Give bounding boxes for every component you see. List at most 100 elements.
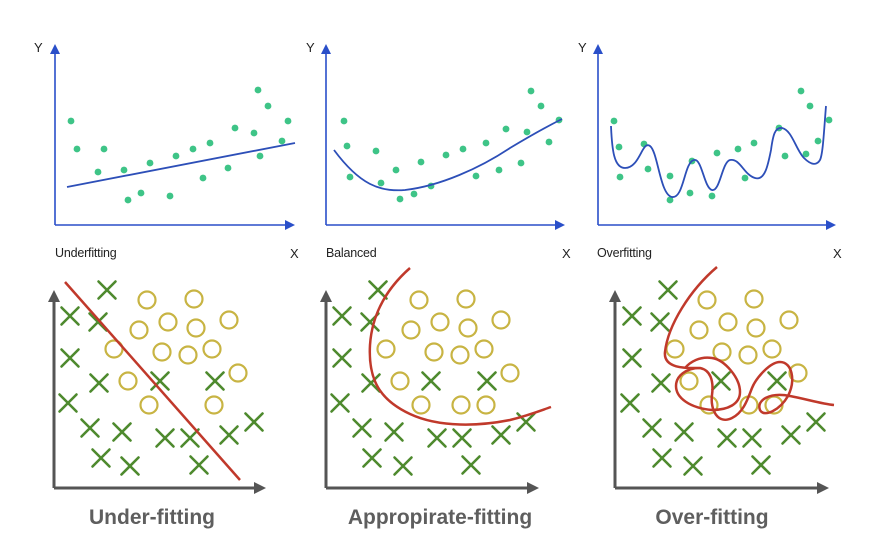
cross-marker [781, 425, 801, 445]
x-axis-label: X [290, 246, 299, 261]
class-markers [330, 280, 536, 476]
circle-marker [699, 395, 719, 415]
data-point [377, 179, 385, 187]
circle-marker [762, 339, 782, 359]
cross-marker [622, 306, 642, 326]
data-point [686, 189, 694, 197]
circle-marker [184, 289, 204, 309]
data-point [166, 192, 174, 200]
data-point [278, 137, 286, 145]
cross-marker [361, 373, 381, 393]
cross-marker [244, 412, 264, 432]
data-point [666, 196, 674, 204]
panel-label: Balanced [326, 246, 377, 260]
data-point [459, 145, 467, 153]
data-point [802, 150, 810, 158]
circle-marker [689, 320, 709, 340]
cross-marker [368, 280, 388, 300]
data-point [537, 102, 545, 110]
cross-marker [452, 428, 472, 448]
decision-boundary [368, 267, 552, 426]
caption: Under-fitting [89, 506, 215, 529]
cross-marker [155, 428, 175, 448]
data-point [610, 117, 618, 125]
cross-marker [651, 373, 671, 393]
circle-marker [788, 363, 808, 383]
data-point [410, 190, 418, 198]
cross-marker [620, 393, 640, 413]
circle-marker [401, 320, 421, 340]
class-markers [58, 280, 264, 476]
data-point [734, 145, 742, 153]
top-panel-balanced: Y X Balanced [306, 40, 571, 261]
cross-marker [461, 455, 481, 475]
data-point [120, 166, 128, 174]
y-axis-label: Y [306, 40, 315, 55]
cross-marker [80, 418, 100, 438]
circle-marker [476, 395, 496, 415]
data-point [67, 117, 75, 125]
circle-marker [458, 318, 478, 338]
circle-marker [219, 310, 239, 330]
panel-label: Overfitting [597, 246, 652, 260]
data-point [545, 138, 553, 146]
fit-line [66, 142, 296, 188]
class-markers [620, 280, 826, 476]
circle-marker [456, 289, 476, 309]
circle-marker [712, 342, 732, 362]
data-point [527, 87, 535, 95]
data-point [124, 196, 132, 204]
data-point [346, 173, 354, 181]
data-point [343, 142, 351, 150]
cross-marker [421, 371, 441, 391]
data-point [750, 139, 758, 147]
data-point [146, 159, 154, 167]
data-point [708, 192, 716, 200]
cross-marker [652, 448, 672, 468]
fit-curve [333, 118, 563, 192]
circle-marker [491, 310, 511, 330]
circle-marker [500, 363, 520, 383]
panel-label: Underfitting [55, 246, 117, 260]
circle-marker [139, 395, 159, 415]
cross-marker [711, 371, 731, 391]
circle-marker [718, 312, 738, 332]
data-points [610, 87, 833, 204]
cross-marker [742, 428, 762, 448]
circle-marker [204, 395, 224, 415]
cross-marker [393, 456, 413, 476]
circle-marker [118, 371, 138, 391]
caption: Appropirate-fitting [348, 506, 532, 529]
data-point [806, 102, 814, 110]
data-point [523, 128, 531, 136]
data-point [94, 168, 102, 176]
bottom-panel-appropriate-fitting: Appropirate-fitting [320, 267, 552, 529]
circle-marker [746, 318, 766, 338]
circle-marker [679, 371, 699, 391]
cross-marker [189, 455, 209, 475]
data-point [616, 173, 624, 181]
cross-marker [330, 393, 350, 413]
circle-marker [104, 339, 124, 359]
cross-marker [60, 306, 80, 326]
cross-marker [751, 455, 771, 475]
y-axis-label: Y [34, 40, 43, 55]
circle-marker [202, 339, 222, 359]
data-point [206, 139, 214, 147]
data-point [396, 195, 404, 203]
circle-marker [390, 371, 410, 391]
data-point [137, 189, 145, 197]
circle-marker [665, 339, 685, 359]
circle-marker [411, 395, 431, 415]
cross-marker [806, 412, 826, 432]
cross-marker [219, 425, 239, 445]
cross-marker [180, 428, 200, 448]
circle-marker [186, 318, 206, 338]
data-point [502, 125, 510, 133]
data-point [73, 145, 81, 153]
data-point [814, 137, 822, 145]
data-point [264, 102, 272, 110]
y-axis-label: Y [578, 40, 587, 55]
data-point [172, 152, 180, 160]
cross-marker [362, 448, 382, 468]
